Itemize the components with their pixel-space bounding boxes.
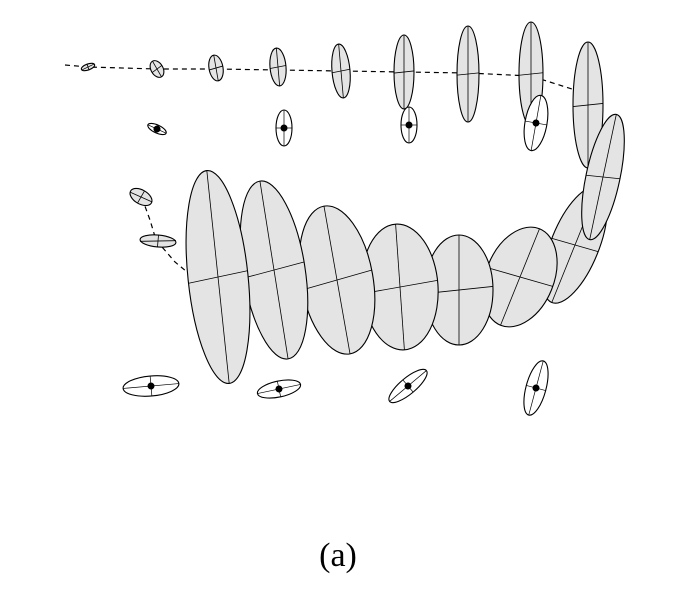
uncertainty-ellipse xyxy=(139,234,177,248)
uncertainty-ellipse xyxy=(129,187,153,207)
landmark-dot xyxy=(405,121,413,129)
landmark-dot xyxy=(280,124,288,132)
minor-axis xyxy=(209,65,223,71)
landmark-dot xyxy=(532,384,540,392)
minor-axis xyxy=(551,238,599,252)
minor-axis xyxy=(519,72,543,76)
landmark-ellipse xyxy=(275,109,293,147)
landmark-ellipse xyxy=(400,106,418,144)
landmark-dot xyxy=(147,382,155,390)
minor-axis xyxy=(139,240,177,242)
minor-axis xyxy=(188,270,248,284)
landmark-ellipse xyxy=(256,379,302,399)
minor-axis xyxy=(151,65,163,73)
minor-axis xyxy=(573,103,603,107)
minor-axis xyxy=(302,269,372,291)
minor-axis xyxy=(586,174,620,180)
uncertainty-ellipse xyxy=(149,60,165,78)
uncertainty-ellipse xyxy=(269,47,287,87)
minor-axis xyxy=(394,70,414,74)
landmark-dot xyxy=(532,119,540,127)
caption: (a) xyxy=(319,537,357,574)
minor-axis xyxy=(457,72,479,76)
uncertainty-ellipse xyxy=(331,43,351,99)
landmark-dot xyxy=(404,382,412,390)
landmark-ellipse xyxy=(523,360,549,416)
landmark-ellipse xyxy=(147,122,167,136)
minor-axis xyxy=(270,65,286,69)
uncertainty-ellipse xyxy=(393,34,415,110)
uncertainty-ellipse xyxy=(185,169,251,385)
minor-axis xyxy=(332,68,350,74)
uncertainty-ellipse xyxy=(581,113,625,241)
landmark-ellipse xyxy=(523,94,549,152)
uncertainty-ellipse xyxy=(456,25,480,123)
minor-axis xyxy=(129,191,153,203)
uncertainty-ellipse xyxy=(80,62,96,72)
trajectory-top xyxy=(64,64,576,91)
uncertainty-ellipse xyxy=(208,54,224,82)
landmark-dot xyxy=(153,125,161,133)
minor-axis xyxy=(243,261,305,279)
landmark-ellipse xyxy=(388,368,428,404)
minor-axis xyxy=(487,267,553,287)
landmark-dot xyxy=(275,385,283,393)
minor-axis xyxy=(81,63,95,71)
landmark-ellipse xyxy=(122,375,180,397)
ellipses xyxy=(80,21,625,416)
